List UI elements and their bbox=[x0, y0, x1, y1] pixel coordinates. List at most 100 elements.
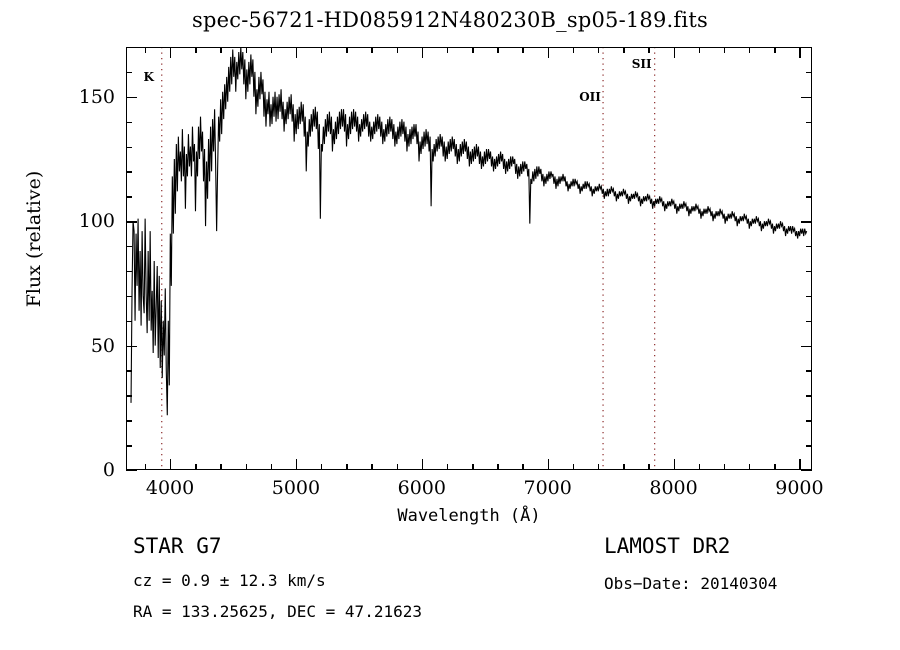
y-tick-right bbox=[806, 146, 812, 148]
x-tick-bottom bbox=[673, 459, 675, 470]
x-tick-bottom bbox=[623, 464, 625, 470]
x-tick-bottom bbox=[144, 464, 147, 470]
x-tick-bottom bbox=[723, 464, 726, 470]
y-tick-label: 0 bbox=[102, 459, 115, 481]
x-tick-label: 8000 bbox=[649, 477, 698, 499]
x-tick-bottom bbox=[321, 464, 323, 470]
y-tick-right bbox=[806, 71, 812, 74]
y-tick-right bbox=[806, 246, 812, 248]
y-tick-right bbox=[806, 121, 812, 124]
y-tick-right bbox=[806, 445, 812, 447]
x-tick-bottom bbox=[799, 459, 801, 470]
y-tick-label: 50 bbox=[90, 334, 115, 357]
observation-date-text: Obs−Date: 20140304 bbox=[604, 574, 778, 593]
x-tick-top bbox=[220, 47, 222, 53]
x-tick-top bbox=[799, 47, 801, 58]
x-tick-bottom bbox=[170, 459, 172, 470]
y-tick-right bbox=[806, 47, 812, 49]
x-tick-top bbox=[446, 47, 449, 53]
y-tick-right bbox=[806, 320, 812, 323]
y-tick-left bbox=[126, 96, 137, 99]
x-tick-bottom bbox=[346, 464, 348, 470]
x-tick-label: 5000 bbox=[271, 477, 321, 499]
x-tick-top bbox=[346, 47, 348, 53]
y-tick-left bbox=[126, 196, 132, 198]
y-tick-right bbox=[801, 470, 812, 472]
y-tick-left bbox=[126, 420, 132, 422]
spectral-line-label-k: K bbox=[143, 69, 154, 84]
y-tick-left bbox=[126, 295, 132, 298]
y-tick-left bbox=[126, 320, 132, 323]
y-tick-left bbox=[126, 246, 132, 248]
page-title: spec-56721-HD085912N480230B_sp05-189.fit… bbox=[192, 8, 708, 32]
y-tick-left bbox=[126, 445, 132, 447]
x-tick-bottom bbox=[371, 464, 373, 470]
x-tick-bottom bbox=[396, 464, 398, 470]
object-class-text: STAR G7 bbox=[133, 534, 222, 558]
y-tick-right bbox=[806, 171, 812, 173]
x-tick-bottom bbox=[749, 464, 751, 470]
x-tick-top bbox=[723, 47, 726, 53]
x-tick-top bbox=[623, 47, 625, 53]
x-tick-label: 9000 bbox=[775, 477, 824, 499]
x-tick-top bbox=[598, 47, 600, 53]
y-tick-left bbox=[126, 171, 132, 173]
x-tick-top bbox=[673, 47, 675, 58]
x-tick-bottom bbox=[195, 464, 197, 470]
x-tick-bottom bbox=[497, 464, 499, 470]
x-tick-bottom bbox=[245, 464, 247, 470]
x-tick-top bbox=[572, 47, 575, 53]
y-tick-label: 100 bbox=[78, 210, 115, 233]
coordinates-text: RA = 133.25625, DEC = 47.21623 bbox=[133, 602, 422, 621]
x-tick-bottom bbox=[472, 464, 474, 470]
y-tick-left bbox=[126, 470, 137, 472]
x-tick-bottom bbox=[446, 464, 449, 470]
plot-area: K OII SII bbox=[126, 47, 812, 472]
y-tick-left bbox=[126, 395, 132, 397]
line-markers-layer bbox=[126, 47, 812, 470]
y-tick-left bbox=[126, 221, 137, 223]
y-tick-right bbox=[801, 345, 812, 347]
y-tick-right bbox=[806, 295, 812, 298]
x-tick-top bbox=[245, 47, 247, 53]
x-tick-top bbox=[295, 47, 298, 58]
x-axis-label: Wavelength (Å) bbox=[397, 506, 541, 526]
x-tick-bottom bbox=[421, 459, 424, 470]
x-tick-top bbox=[421, 47, 424, 58]
y-tick-right bbox=[806, 270, 812, 273]
y-tick-right bbox=[801, 221, 812, 223]
x-tick-top bbox=[144, 47, 147, 53]
x-tick-bottom bbox=[547, 459, 550, 470]
x-tick-top bbox=[648, 47, 650, 53]
y-tick-right bbox=[801, 96, 812, 99]
x-tick-top bbox=[472, 47, 474, 53]
y-axis-label: Flux (relative) bbox=[23, 170, 45, 308]
redshift-velocity-text: cz = 0.9 ± 12.3 km/s bbox=[133, 571, 326, 590]
x-tick-bottom bbox=[220, 464, 222, 470]
x-tick-top bbox=[698, 47, 701, 53]
x-tick-top bbox=[547, 47, 550, 58]
spectral-line-label-sii: SII bbox=[631, 57, 652, 72]
y-tick-left bbox=[126, 370, 132, 372]
x-tick-top bbox=[497, 47, 499, 53]
x-tick-top bbox=[522, 47, 524, 53]
x-tick-bottom bbox=[698, 464, 701, 470]
y-tick-left bbox=[126, 121, 132, 124]
x-tick-top bbox=[371, 47, 373, 53]
y-tick-right bbox=[806, 420, 812, 422]
y-tick-left bbox=[126, 47, 132, 49]
x-tick-top bbox=[170, 47, 172, 58]
flux-polyline bbox=[131, 47, 807, 415]
y-tick-left bbox=[126, 146, 132, 148]
survey-name-text: LAMOST DR2 bbox=[604, 534, 731, 558]
x-tick-bottom bbox=[270, 464, 273, 470]
x-tick-bottom bbox=[598, 464, 600, 470]
y-tick-left bbox=[126, 345, 137, 347]
x-tick-top bbox=[270, 47, 273, 53]
x-tick-bottom bbox=[572, 464, 575, 470]
x-tick-bottom bbox=[522, 464, 524, 470]
y-tick-right bbox=[806, 196, 812, 198]
y-tick-left bbox=[126, 71, 132, 74]
y-tick-left bbox=[126, 270, 132, 273]
